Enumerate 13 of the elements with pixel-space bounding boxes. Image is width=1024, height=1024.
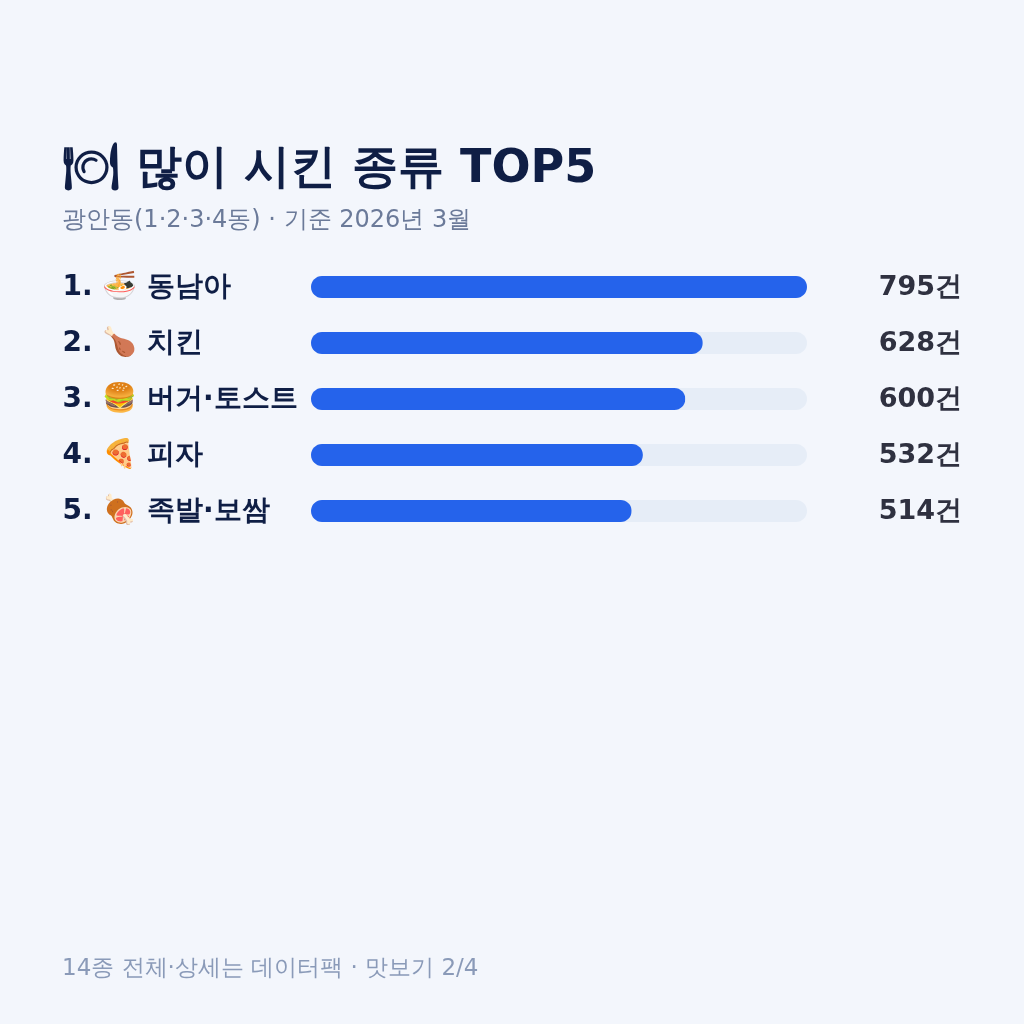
data-label: 514건: [878, 494, 962, 525]
chart-title: 🍽 많이 시킨 종류 TOP5: [62, 139, 597, 193]
text: 14종 전체·상세는 데이터팩 · 맛보기 2/4: [62, 954, 479, 980]
chart-subtitle: 광안동(1·2·3·4동) · 기준 2026년 3월: [62, 205, 472, 233]
data-label: 600건: [878, 382, 962, 413]
data-label: 532건: [878, 438, 962, 469]
y-tick-label: 2. 🍗 치킨: [62, 325, 204, 358]
y-tick-label: 5. 🍖 족발·보쌈: [62, 492, 270, 527]
data-label: 628건: [878, 326, 962, 357]
y-tick-label: 4. 🍕 피자: [62, 437, 204, 470]
data-label: 795건: [878, 270, 962, 301]
y-tick-label: 3. 🍔 버거·토스트: [62, 381, 298, 414]
y-tick-label: 1. 🍜 동남아: [62, 269, 232, 302]
